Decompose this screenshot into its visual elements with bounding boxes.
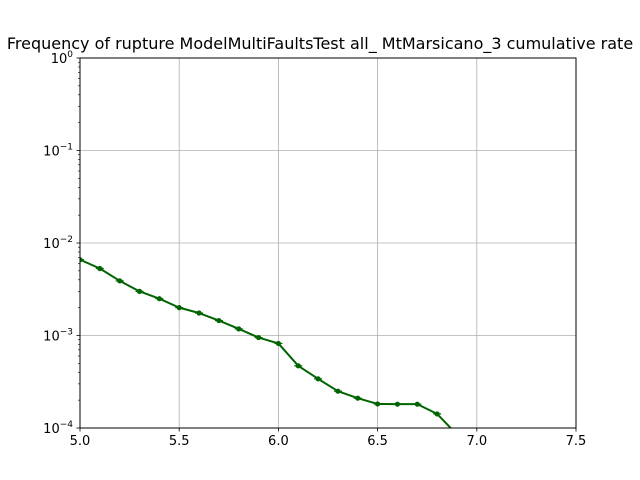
y-tick-label: 10−3 [43,328,73,345]
data-point [236,326,242,332]
data-point [315,376,321,382]
y-tick-base: 10 [43,237,60,252]
y-tick-base: 10 [51,52,68,67]
data-point [156,296,162,302]
data-point [414,401,420,407]
data-point [394,401,401,407]
x-tick-label: 6.0 [268,434,289,449]
data-point [335,388,341,394]
y-tick-base: 10 [43,330,60,345]
x-tick-label: 5.0 [70,434,91,449]
x-tick-label: 5.5 [169,434,190,449]
y-tick-label: 10−2 [43,235,73,252]
data-point [196,310,202,316]
x-tick-label: 7.5 [566,434,587,449]
y-tick-label: 10−1 [43,143,73,160]
y-tick-exponent: −1 [60,143,73,153]
y-tick-exponent: −2 [60,235,73,245]
x-tick-label: 6.5 [367,434,388,449]
y-tick-label: 100 [51,50,74,67]
y-tick-exponent: 0 [67,50,73,60]
data-point [275,340,281,347]
data-point [97,265,103,272]
x-tick-label: 7.0 [466,434,487,449]
data-point [117,278,123,284]
chart-title: Frequency of rupture ModelMultiFaultsTes… [7,34,633,54]
y-tick-base: 10 [43,422,60,437]
data-point [216,317,222,324]
data-point [176,305,182,311]
y-tick-base: 10 [43,145,60,160]
data-point [295,363,301,369]
y-tick-exponent: −3 [60,328,73,338]
data-point [255,334,262,341]
data-point [434,411,440,417]
data-point [136,288,143,294]
data-point [355,395,361,401]
data-point [80,257,83,263]
y-tick-exponent: −4 [60,420,74,430]
series-layer [80,257,453,428]
data-point [375,401,381,407]
y-tick-label: 10−4 [43,420,73,437]
